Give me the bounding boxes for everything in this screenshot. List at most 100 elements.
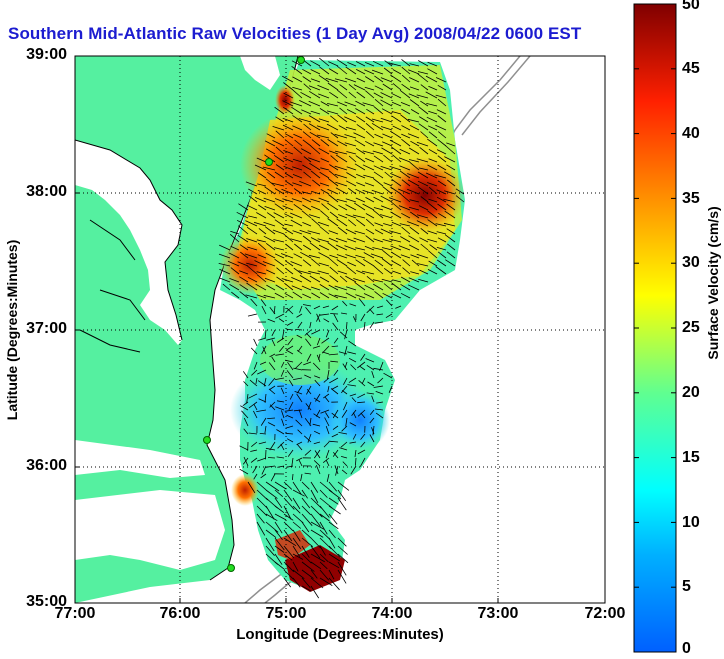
velocity-vector	[310, 561, 322, 570]
velocity-vector	[334, 133, 348, 139]
velocity-vector	[296, 393, 303, 403]
velocity-vector	[338, 214, 348, 219]
velocity-vector	[455, 188, 465, 195]
velocity-vector	[418, 106, 429, 115]
velocity-vector	[282, 124, 294, 131]
velocity-vector	[355, 294, 366, 299]
velocity-vector	[353, 84, 366, 91]
velocity-vector	[382, 249, 393, 259]
velocity-vector	[261, 345, 267, 355]
velocity-vector	[401, 125, 411, 131]
velocity-vector	[236, 219, 249, 227]
velocity-vector	[392, 154, 402, 163]
velocity-vector	[384, 171, 393, 179]
velocity-vector	[274, 481, 287, 490]
velocity-vector	[304, 472, 312, 475]
velocity-vector	[288, 401, 294, 410]
velocity-vector	[382, 83, 393, 91]
velocity-vector	[274, 198, 285, 203]
velocity-vector	[299, 305, 303, 313]
velocity-vector	[337, 497, 347, 511]
velocity-vector	[282, 100, 294, 107]
velocity-vector	[357, 401, 366, 404]
velocity-vector	[265, 481, 280, 492]
velocity-vector	[248, 393, 258, 399]
velocity-vector	[293, 253, 303, 259]
velocity-vector	[327, 103, 339, 107]
velocity-vector	[306, 385, 312, 395]
velocity-vector	[316, 354, 321, 363]
velocity-vector	[328, 481, 338, 492]
velocity-vector	[285, 180, 294, 187]
velocity-vector	[373, 155, 384, 163]
velocity-vector	[251, 441, 258, 448]
velocity-vector	[380, 126, 393, 131]
velocity-vector	[377, 377, 384, 384]
velocity-vector	[347, 238, 357, 243]
velocity-vector	[337, 553, 349, 564]
velocity-vector	[407, 118, 420, 123]
velocity-vector	[299, 275, 312, 283]
grid-lines	[75, 56, 605, 603]
velocity-vector	[353, 202, 366, 211]
velocity-vector	[297, 321, 303, 329]
velocity-vector	[435, 266, 447, 275]
velocity-vector	[337, 545, 348, 555]
velocity-vector	[280, 387, 285, 395]
velocity-vector	[380, 77, 393, 83]
velocity-vector	[292, 569, 305, 580]
velocity-vector	[301, 553, 312, 564]
velocity-vector	[365, 213, 375, 219]
velocity-vector	[274, 219, 285, 227]
velocity-vector	[331, 305, 339, 311]
velocity-vector	[275, 146, 285, 155]
velocity-vector	[310, 497, 322, 509]
velocity-vector	[292, 577, 301, 588]
velocity-vector	[337, 101, 348, 107]
x-tick-label: 74:00	[371, 605, 413, 622]
velocity-vector	[254, 164, 267, 171]
velocity-vector	[436, 189, 447, 195]
velocity-vector	[401, 74, 411, 83]
velocity-vector	[345, 254, 357, 259]
velocity-vector	[328, 553, 341, 562]
velocity-vector	[284, 172, 294, 179]
velocity-vector	[328, 577, 340, 591]
velocity-vector	[292, 89, 303, 99]
velocity-vector	[280, 369, 285, 377]
velocity-vector	[265, 447, 276, 451]
velocity-vector	[345, 292, 357, 299]
velocity-vector	[242, 371, 249, 379]
velocity-vector	[314, 375, 321, 379]
velocity-vector	[328, 440, 339, 443]
velocity-vector	[419, 146, 429, 155]
velocity-vector	[400, 193, 411, 203]
velocity-vector	[295, 419, 303, 427]
velocity-vector	[328, 505, 341, 515]
velocity-vector	[304, 374, 312, 379]
velocity-vector	[293, 267, 303, 275]
velocity-vector	[380, 228, 393, 235]
velocity-vector	[282, 205, 294, 211]
velocity-vector	[302, 244, 312, 251]
velocity-vector	[356, 124, 366, 131]
velocity-vector	[333, 369, 339, 376]
velocity-vector	[446, 203, 456, 211]
velocity-vector	[282, 75, 294, 83]
velocity-vector	[336, 218, 348, 227]
velocity-vector	[373, 385, 384, 388]
velocity-vector	[374, 259, 384, 267]
velocity-vector	[365, 358, 375, 363]
velocity-vector	[444, 190, 456, 195]
velocity-vector	[328, 489, 342, 500]
velocity-vector	[345, 126, 357, 131]
velocity-vector	[301, 191, 312, 195]
velocity-vector	[319, 505, 330, 518]
velocity-vector	[356, 182, 366, 187]
velocity-vector	[446, 251, 456, 259]
velocity-vector	[400, 102, 411, 107]
velocity-vector	[257, 183, 267, 187]
velocity-vector	[416, 253, 429, 259]
velocity-vector	[318, 252, 330, 259]
velocity-vector	[436, 149, 447, 155]
